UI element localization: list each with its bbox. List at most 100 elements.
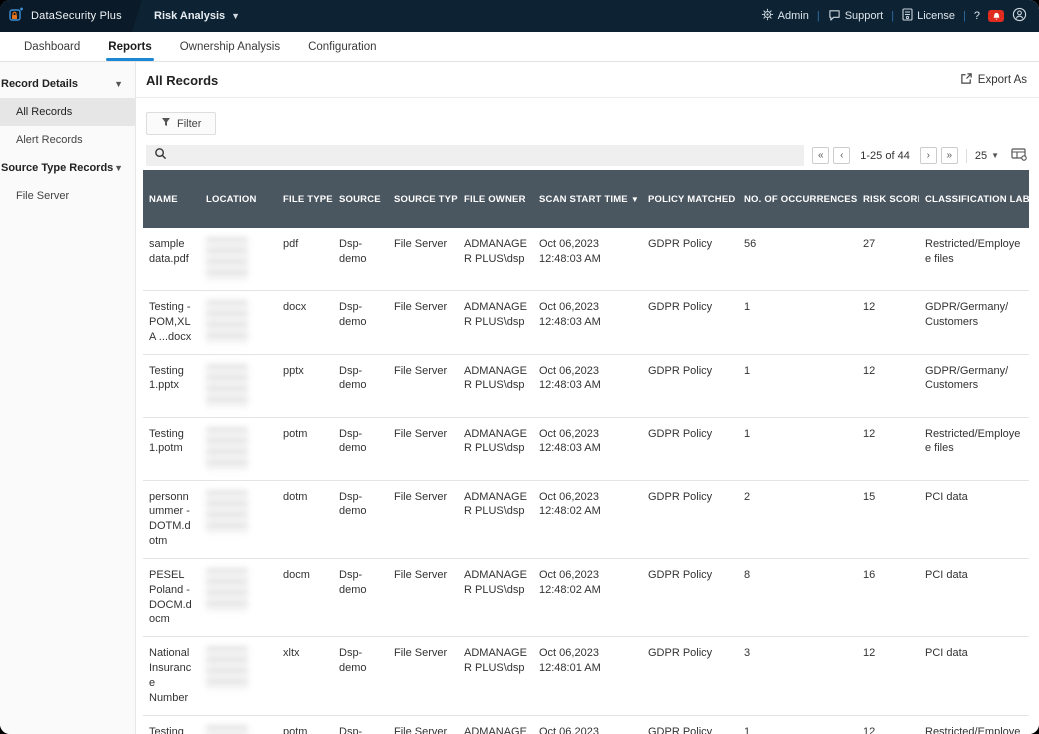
cell-occurrences: 8 xyxy=(738,558,857,638)
admin-menu[interactable]: Admin xyxy=(761,8,809,24)
cell-name: Testing - POM,XLA ...docx xyxy=(143,290,200,355)
cell-name: PESEL Poland - DOCM.docm xyxy=(143,558,200,638)
chat-icon xyxy=(828,9,841,24)
table-row[interactable]: PESEL Poland - DOCM.docm docm Dsp-demo File… xyxy=(143,558,1029,638)
cell-policy-matched: GDPR Policy xyxy=(642,480,738,559)
cell-location xyxy=(200,417,277,481)
table-row[interactable]: sample data.pdf pdf Dsp-demo File Server ADM… xyxy=(143,228,1029,291)
column-header-policy-matched[interactable]: POLICY MATCHED xyxy=(642,170,738,228)
module-switcher[interactable]: Risk Analysis ▼ xyxy=(154,10,240,22)
page-size-select[interactable]: 25 ▼ xyxy=(975,150,999,162)
cell-policy-matched: GDPR Policy xyxy=(642,636,738,716)
cell-source-type: File Server xyxy=(388,354,458,418)
sort-caret-icon: ▼ xyxy=(630,194,639,204)
filter-funnel-icon xyxy=(161,117,171,130)
gear-icon xyxy=(761,8,774,24)
datasecurity-plus-logo-icon xyxy=(8,7,24,26)
cell-location xyxy=(200,715,277,734)
cell-name: National Insurance Number xyxy=(143,636,200,716)
cell-classification: Restricted/Employee files xyxy=(919,228,1029,291)
chevron-down-icon: ▼ xyxy=(991,151,999,160)
table-row[interactable]: Testing 1.pptx pptx Dsp-demo File Server ADM… xyxy=(143,354,1029,418)
cell-classification: GDPR/Germany/ Customers xyxy=(919,290,1029,355)
column-header-scan-start-time[interactable]: SCAN START TIME ▼ xyxy=(533,170,642,228)
next-page-button[interactable]: › xyxy=(919,147,937,164)
filter-button[interactable]: Filter xyxy=(146,112,217,135)
cell-name: sample data.pdf xyxy=(143,228,200,291)
cell-risk-score: 12 xyxy=(857,354,919,418)
first-page-button[interactable]: « xyxy=(812,147,830,164)
column-header-location[interactable]: LOCATION xyxy=(200,170,277,228)
cell-location xyxy=(200,290,277,355)
cell-risk-score: 12 xyxy=(857,417,919,481)
cell-file-type: dotm xyxy=(277,480,333,559)
cell-scan-start-time: Oct 06,2023 12:48:01 AM xyxy=(533,636,642,716)
filter-label: Filter xyxy=(177,117,202,130)
user-account-icon[interactable] xyxy=(1012,7,1027,25)
column-header-source-type[interactable]: SOURCE TYPE xyxy=(388,170,458,228)
cell-occurrences: 1 xyxy=(738,290,857,355)
separator: | xyxy=(963,10,966,22)
cell-classification: PCI data xyxy=(919,558,1029,638)
tab-ownership-analysis[interactable]: Ownership Analysis xyxy=(179,40,281,53)
notifications-bell-icon[interactable] xyxy=(988,10,1004,22)
support-menu[interactable]: Support xyxy=(828,9,883,24)
cell-risk-score: 12 xyxy=(857,290,919,355)
table-toolbar: « ‹ 1-25 of 44 › » 25 ▼ xyxy=(136,139,1039,170)
search-input[interactable] xyxy=(146,145,805,166)
cell-risk-score: 15 xyxy=(857,480,919,559)
chevron-down-icon: ▼ xyxy=(231,11,241,21)
license-menu[interactable]: License xyxy=(902,8,955,24)
column-header-file-owner[interactable]: FILE OWNER xyxy=(458,170,533,228)
top-nav-right: Admin | Support | License | ? xyxy=(761,7,1039,25)
sidebar-section-record-details[interactable]: Record Details ▼ xyxy=(0,70,135,98)
sidebar-section-source-type-records[interactable]: Source Type Records ▼ xyxy=(0,154,135,182)
prev-page-button[interactable]: ‹ xyxy=(833,147,851,164)
tab-dashboard[interactable]: Dashboard xyxy=(24,40,81,53)
cell-file-owner: ADMANAGER PLUS\dsp xyxy=(458,417,533,481)
table-row[interactable]: Testing - POM,XLA ...docx docx Dsp-demo Fil… xyxy=(143,290,1029,355)
cell-name: Testing 1.potm xyxy=(143,715,200,734)
last-page-button[interactable]: » xyxy=(940,147,958,164)
tab-reports[interactable]: Reports xyxy=(94,32,165,61)
cell-source: Dsp-demo xyxy=(333,354,388,418)
column-header-risk-score[interactable]: RISK SCORE xyxy=(857,170,919,228)
cell-classification: GDPR/Germany/ Customers xyxy=(919,354,1029,418)
column-header-no-of-occurrences[interactable]: NO. OF OCCURRENCES xyxy=(738,170,857,228)
main-content: All Records Export As Filter xyxy=(136,62,1039,734)
cell-scan-start-time: Oct 06,2023 12:48:02 AM xyxy=(533,480,642,559)
table-row[interactable]: National Insurance Number xltx Dsp-demo Fil… xyxy=(143,636,1029,716)
column-header-classification-label[interactable]: CLASSIFICATION LABEL xyxy=(919,170,1029,228)
column-header-file-type[interactable]: FILE TYPE xyxy=(277,170,333,228)
cell-file-type: potm xyxy=(277,715,333,734)
cell-risk-score: 27 xyxy=(857,228,919,291)
column-header-source[interactable]: SOURCE xyxy=(333,170,388,228)
sidebar-item-alert-records[interactable]: Alert Records xyxy=(16,134,83,146)
brand[interactable]: DataSecurity Plus xyxy=(0,0,142,32)
cell-source-type: File Server xyxy=(388,417,458,481)
export-as-button[interactable]: Export As xyxy=(960,72,1027,88)
sidebar-item-file-server[interactable]: File Server xyxy=(16,190,70,202)
help-icon[interactable]: ? xyxy=(973,10,980,22)
tab-configuration[interactable]: Configuration xyxy=(308,40,377,53)
table-row[interactable]: personnummer - DOTM.dotm dotm Dsp-demo File… xyxy=(143,480,1029,559)
column-header-name[interactable]: NAME xyxy=(143,170,200,228)
cell-risk-score: 12 xyxy=(857,636,919,716)
location-redacted-blur xyxy=(206,237,248,281)
cell-policy-matched: GDPR Policy xyxy=(642,354,738,418)
table-header-row: NAME LOCATION FILE TYPE SOURCE SOURCE TYPE FI… xyxy=(143,170,1029,228)
filter-row: Filter xyxy=(136,98,1039,139)
column-settings-icon[interactable] xyxy=(1011,147,1027,164)
sidebar-item-all-records[interactable]: All Records xyxy=(0,98,135,126)
tab-bar: Dashboard Reports Ownership Analysis Config… xyxy=(0,32,1039,62)
export-as-label: Export As xyxy=(977,74,1027,86)
cell-risk-score: 12 xyxy=(857,715,919,734)
cell-occurrences: 1 xyxy=(738,715,857,734)
records-table-area: NAME LOCATION FILE TYPE SOURCE SOURCE TYPE FI… xyxy=(136,170,1039,734)
cell-source: Dsp-demo xyxy=(333,715,388,734)
cell-scan-start-time: Oct 06,2023 12:48:03 AM xyxy=(533,354,642,418)
sidebar: Record Details ▼ All Records Alert Records S… xyxy=(0,62,136,734)
cell-source-type: File Server xyxy=(388,290,458,355)
